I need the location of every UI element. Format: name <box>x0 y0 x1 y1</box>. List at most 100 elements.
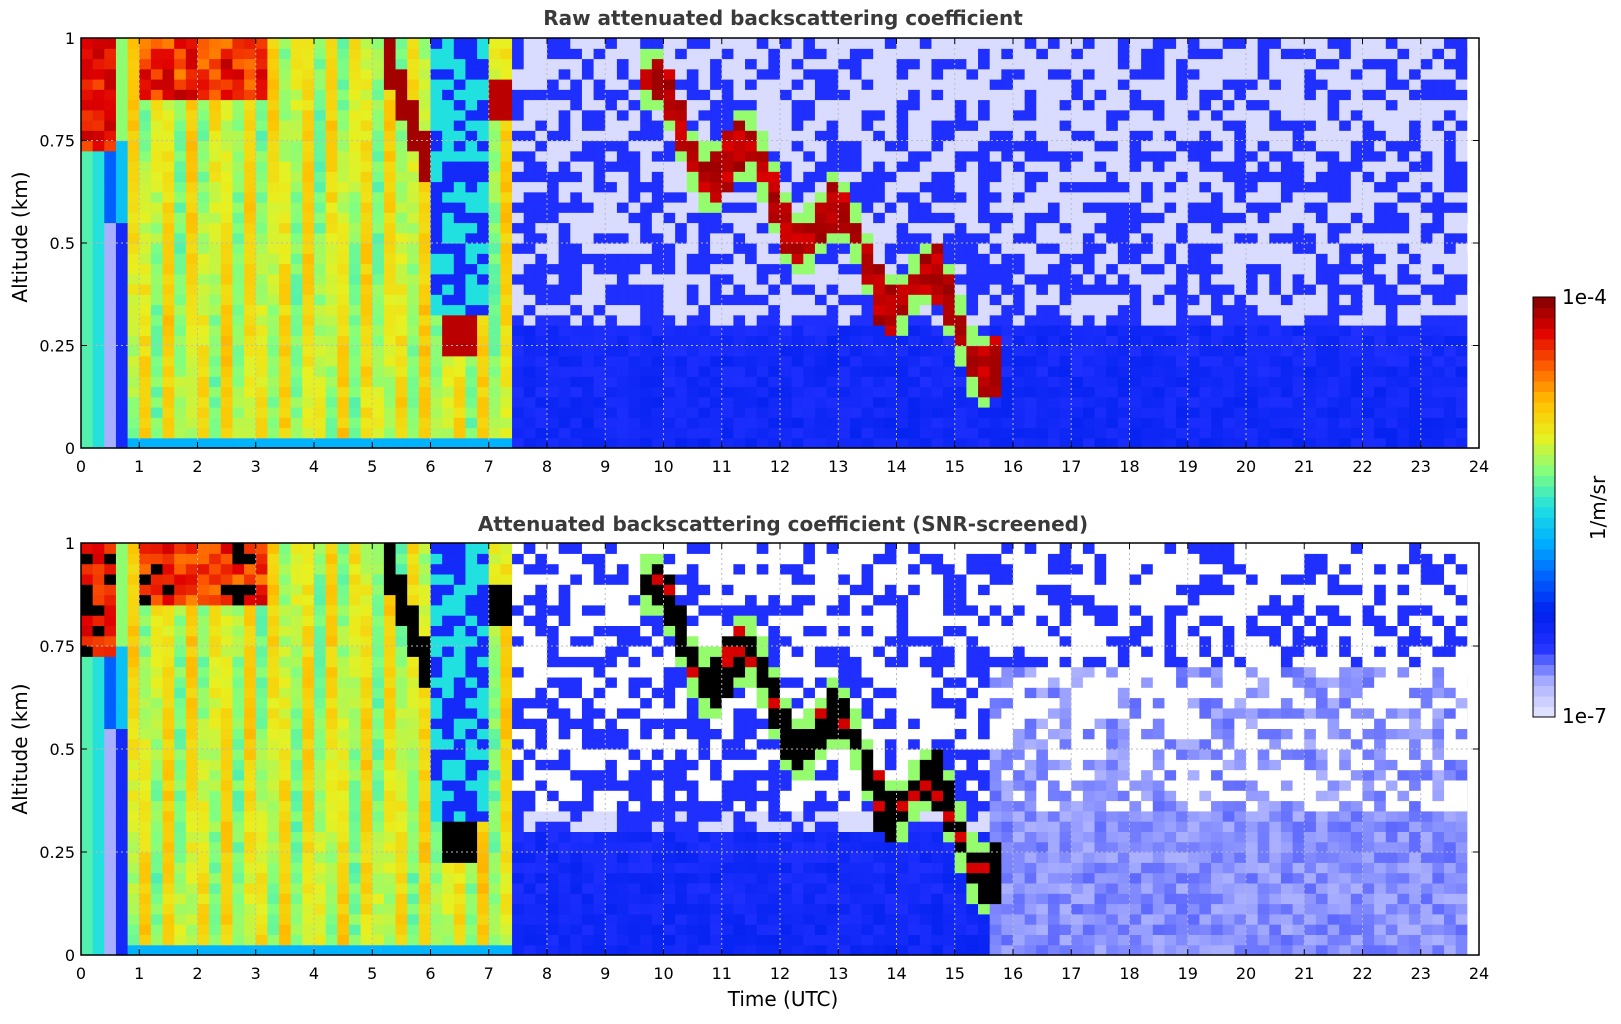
colorbar-step <box>1533 308 1555 319</box>
x-tick-label: 4 <box>309 964 319 983</box>
x-tick-label: 14 <box>886 964 906 983</box>
colorbar-step <box>1533 665 1555 676</box>
x-tick-label: 6 <box>425 964 435 983</box>
colorbar-step <box>1533 497 1555 508</box>
x-tick-label: 12 <box>770 457 790 476</box>
x-tick-label: 18 <box>1119 964 1139 983</box>
x-tick-label: 9 <box>600 964 610 983</box>
x-tick-label: 3 <box>251 964 261 983</box>
x-tick-label: 7 <box>484 964 494 983</box>
colorbar-unit-label: 1/m/sr <box>1586 476 1610 540</box>
colorbar-step <box>1533 402 1555 413</box>
colorbar-step <box>1533 591 1555 602</box>
x-tick-label: 15 <box>945 964 965 983</box>
colorbar-step <box>1533 371 1555 382</box>
colorbar-step <box>1533 381 1555 392</box>
colorbar-step <box>1533 612 1555 623</box>
colorbar-step <box>1533 539 1555 550</box>
x-tick-label: 18 <box>1119 457 1139 476</box>
x-tick-label: 17 <box>1061 457 1081 476</box>
x-tick-label: 17 <box>1061 964 1081 983</box>
x-tick-label: 13 <box>828 964 848 983</box>
x-tick-label: 10 <box>653 964 673 983</box>
colorbar-step <box>1533 623 1555 634</box>
x-tick-label: 22 <box>1352 457 1372 476</box>
x-tick-label: 19 <box>1178 457 1198 476</box>
x-tick-label: 3 <box>251 457 261 476</box>
x-tick-label: 21 <box>1294 964 1314 983</box>
y-tick-label: 0.75 <box>39 637 75 656</box>
colorbar-step <box>1533 707 1555 718</box>
bottom-panel-xlabel: Time (UTC) <box>728 987 839 1011</box>
y-tick-label: 0 <box>65 946 75 965</box>
x-tick-label: 2 <box>192 964 202 983</box>
x-tick-label: 11 <box>712 964 732 983</box>
colorbar-step <box>1533 654 1555 665</box>
x-tick-label: 2 <box>192 457 202 476</box>
colorbar-step <box>1533 549 1555 560</box>
colorbar-step <box>1533 329 1555 340</box>
x-tick-label: 11 <box>712 457 732 476</box>
x-tick-label: 1 <box>134 457 144 476</box>
y-tick-label: 0.5 <box>50 740 75 759</box>
colorbar-step <box>1533 318 1555 329</box>
x-tick-label: 6 <box>425 457 435 476</box>
x-tick-label: 8 <box>542 964 552 983</box>
bottom-panel-title: Attenuated backscattering coefficient (S… <box>478 512 1088 536</box>
colorbar-step <box>1533 507 1555 518</box>
x-tick-label: 0 <box>76 964 86 983</box>
colorbar-step <box>1533 444 1555 455</box>
x-tick-label: 5 <box>367 457 377 476</box>
colorbar-min-label: 1e-7 <box>1562 704 1607 728</box>
colorbar-step <box>1533 297 1555 308</box>
x-tick-label: 22 <box>1352 964 1372 983</box>
colorbar-step <box>1533 423 1555 434</box>
colorbar-step <box>1533 434 1555 445</box>
colorbar-step <box>1533 350 1555 361</box>
x-tick-label: 24 <box>1469 964 1489 983</box>
colorbar-step <box>1533 560 1555 571</box>
colorbar-step <box>1533 455 1555 466</box>
x-tick-label: 14 <box>886 457 906 476</box>
colorbar-step <box>1533 360 1555 371</box>
colorbar-step <box>1533 696 1555 707</box>
x-tick-label: 0 <box>76 457 86 476</box>
colorbar-step <box>1533 633 1555 644</box>
colorbar-step <box>1533 675 1555 686</box>
x-tick-label: 4 <box>309 457 319 476</box>
x-tick-label: 20 <box>1236 964 1256 983</box>
top-panel-title: Raw attenuated backscattering coefficien… <box>543 6 1023 30</box>
colorbar-step <box>1533 644 1555 655</box>
colorbar-step <box>1533 339 1555 350</box>
x-tick-label: 24 <box>1469 457 1489 476</box>
y-tick-label: 0.75 <box>39 132 75 151</box>
x-tick-label: 15 <box>945 457 965 476</box>
x-tick-label: 13 <box>828 457 848 476</box>
y-tick-label: 1 <box>65 29 75 48</box>
colorbar-step <box>1533 581 1555 592</box>
x-tick-label: 16 <box>1003 964 1023 983</box>
bottom-panel-ylabel: Altitude (km) <box>8 683 32 814</box>
y-tick-label: 1 <box>65 534 75 553</box>
colorbar-step <box>1533 476 1555 487</box>
x-tick-label: 23 <box>1411 457 1431 476</box>
colorbar-step <box>1533 570 1555 581</box>
colorbar-step <box>1533 518 1555 529</box>
y-tick-label: 0.25 <box>39 843 75 862</box>
colorbar-step <box>1533 392 1555 403</box>
x-tick-label: 7 <box>484 457 494 476</box>
colorbar <box>1533 297 1555 718</box>
x-tick-label: 8 <box>542 457 552 476</box>
x-tick-label: 1 <box>134 964 144 983</box>
x-tick-label: 23 <box>1411 964 1431 983</box>
colorbar-step <box>1533 686 1555 697</box>
top-panel-ylabel: Altitude (km) <box>8 171 32 302</box>
x-tick-label: 21 <box>1294 457 1314 476</box>
x-tick-label: 20 <box>1236 457 1256 476</box>
x-tick-label: 9 <box>600 457 610 476</box>
x-tick-label: 12 <box>770 964 790 983</box>
